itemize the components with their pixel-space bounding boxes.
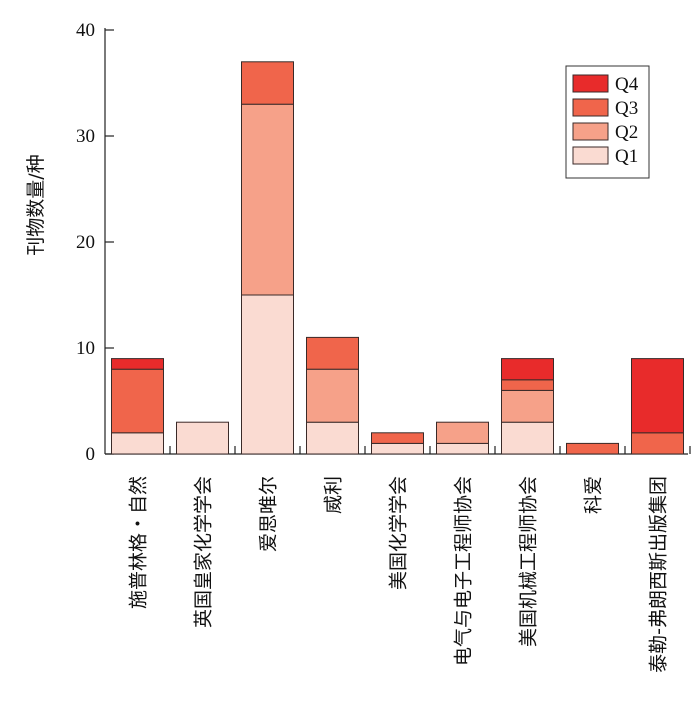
bar-segment-q4: [501, 358, 554, 381]
category-label: 美国机械工程师协会: [518, 476, 540, 647]
bar-segment-q1: [111, 432, 164, 455]
bar-segment-q1: [371, 442, 424, 455]
y-tick-label: 20: [76, 232, 95, 253]
bar-segment-q3: [371, 432, 424, 444]
legend-swatch-q3: [572, 98, 609, 117]
y-tick-label: 40: [76, 20, 95, 41]
bar-segment-q1: [176, 421, 229, 455]
legend-label-q1: Q1: [615, 146, 638, 167]
category-label: 电气与电子工程师协会: [453, 476, 475, 666]
bar-segment-q3: [566, 442, 619, 455]
bar-segment-q1: [436, 442, 489, 455]
bar-segment-q2: [306, 368, 359, 423]
legend-label-q2: Q2: [615, 122, 638, 143]
y-tick-label: 10: [76, 338, 95, 359]
bar-segment-q2: [241, 103, 294, 296]
legend-label-q4: Q4: [615, 74, 639, 95]
category-label: 爱思唯尔: [258, 476, 280, 552]
y-tick-label: 30: [76, 126, 95, 147]
category-label: 美国化学学会: [388, 476, 410, 590]
legend-swatch-q1: [572, 146, 609, 165]
category-label: 英国皇家化学学会: [193, 476, 215, 628]
category-label: 科爱: [583, 476, 605, 514]
y-axis-label: 刊物数量/种: [25, 154, 47, 255]
bar-segment-q3: [111, 368, 164, 434]
bars: [111, 61, 684, 455]
legend-swatch-q2: [572, 122, 609, 141]
bar-segment-q2: [436, 421, 489, 444]
bar-segment-q1: [501, 421, 554, 455]
bar-segment-q2: [501, 389, 554, 423]
bar-segment-q3: [306, 336, 359, 370]
bar-segment-q3: [241, 61, 294, 105]
legend: Q4 Q3 Q2 Q1: [565, 65, 650, 179]
bar-segment-q3: [631, 432, 684, 455]
category-label: 泰勒-弗朗西斯出版集团: [648, 476, 670, 673]
bar-segment-q4: [631, 358, 684, 434]
category-labels: 施普林格・自然 英国皇家化学学会 爱思唯尔 威利 美国化学学会 电气与电子工程师协会 美国机…: [128, 476, 670, 673]
bar-segment-q3: [501, 379, 554, 391]
category-label: 施普林格・自然: [128, 476, 150, 609]
bar-segment-q1: [306, 421, 359, 455]
category-label: 威利: [323, 476, 345, 514]
y-tick-label: 0: [86, 444, 96, 465]
legend-swatch-q4: [572, 74, 609, 93]
bar-segment-q4: [111, 358, 164, 370]
legend-label-q3: Q3: [615, 98, 638, 119]
bar-segment-q1: [241, 294, 294, 455]
y-axis: 0 10 20 30 40: [76, 20, 114, 465]
